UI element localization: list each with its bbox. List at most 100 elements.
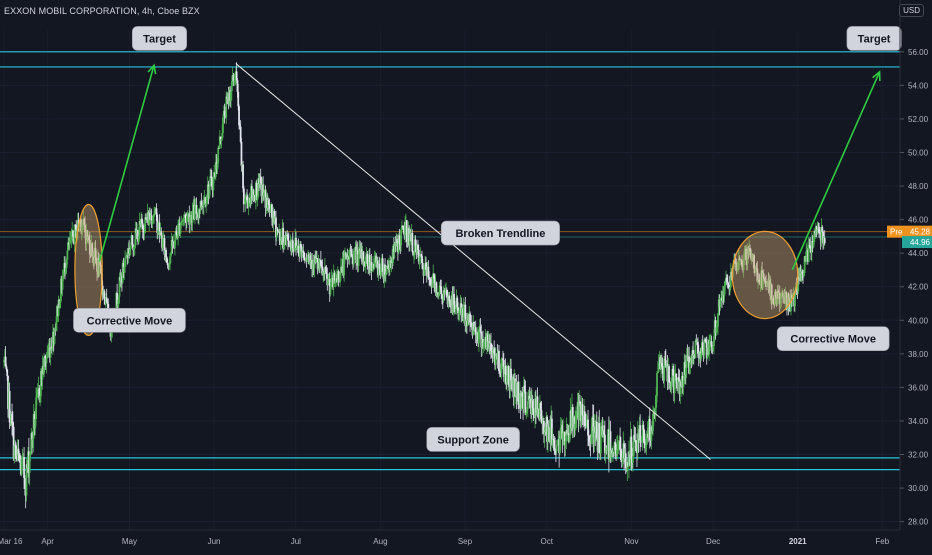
candle-down [809,245,812,248]
candle-up [121,262,124,283]
candle-up [181,221,183,222]
candle-down [282,228,285,248]
candle-up [117,303,119,306]
candle-up [65,259,68,269]
candle-down [735,262,738,271]
target-arrow-line[interactable] [98,65,155,262]
candle-up [35,393,38,398]
candle-down [464,304,467,326]
candle-up [81,224,84,228]
candle-up [129,249,131,254]
candle-up [30,433,33,455]
candle-down [609,431,612,458]
candle-down [287,240,290,247]
candle-up [233,80,236,82]
candle-up [466,314,469,326]
candle-down [166,262,169,266]
candle-up [736,270,739,272]
candle-up [380,267,382,276]
broken-trendline[interactable] [235,63,711,460]
candle-up [716,326,719,328]
candle-up [684,367,687,375]
candle-down [517,381,520,402]
callout-box[interactable] [776,326,890,352]
candle-down [417,245,419,250]
currency-button[interactable]: USD [899,4,924,17]
candle-down [223,110,226,116]
drawings[interactable] [74,63,881,460]
callouts[interactable]: Target Target Corrective Move Corrective Mo… [73,26,902,452]
candle-down [493,348,496,354]
candle-up [506,375,508,383]
candle-up [568,435,571,443]
time-axis[interactable]: Mar 16 Apr May Jun Jul Aug Sep Oct Nov Dec 2021 Feb [0,537,890,546]
time-tick-label: Dec [706,537,720,546]
candle-down [551,418,553,444]
candle-down [287,235,289,241]
candle-down [381,258,384,273]
candle-down [15,445,17,455]
candle-up [202,201,205,208]
candle-down [623,443,626,459]
candle-down [94,247,97,258]
candle-down [349,250,352,252]
candle-down [268,204,271,213]
candle-up [143,232,146,234]
candle-up [790,294,792,312]
candle-down [675,373,678,381]
candle-down [801,271,804,274]
candle-up [632,456,634,463]
candle-up [67,242,70,251]
callout-box[interactable] [131,26,187,51]
candle-down [366,253,369,264]
candle-down [756,268,759,282]
candle-up [641,424,644,437]
candle-down [145,217,147,219]
candle-down [219,136,222,142]
candle-up [68,240,71,245]
candle-up [393,242,396,253]
candle-down [823,238,826,244]
candle-down [614,442,617,450]
candle-up [179,225,182,234]
candle-down [648,418,651,441]
candle-up [214,162,217,177]
target-arrow-line[interactable] [791,71,881,271]
candle-down [755,267,758,269]
candle-down [277,230,280,233]
candle-up [657,363,660,372]
callout-box[interactable] [73,307,186,333]
candle-up [153,213,155,216]
candle-down [457,307,459,314]
corrective-move-ellipse[interactable] [731,230,799,320]
candle-down [84,224,86,233]
candle-down [31,433,33,440]
candle-down [103,290,106,299]
candle-up [125,257,127,259]
candle-down [498,371,501,373]
candle-up [161,238,164,248]
candle-down [95,257,98,261]
candle-down [337,271,340,280]
candle-down [291,240,294,249]
horizontal-levels[interactable] [0,51,900,471]
candle-down [12,426,15,459]
price-axis[interactable]: 28.00 30.00 32.00 34.00 36.00 38.00 40.00 42.00… [900,48,929,527]
candle-up [218,136,221,149]
candle-up [53,329,56,344]
callout-box[interactable] [846,26,902,51]
candle-down [116,293,119,306]
callout-box[interactable] [426,427,520,452]
candle-down [749,251,752,259]
candle-up [371,270,374,272]
candle-up [712,345,715,349]
corrective-move-ellipse[interactable] [74,203,103,336]
candle-down [726,281,729,284]
callout-box[interactable] [440,220,560,246]
candle-up [339,273,342,283]
candle-down [402,225,405,231]
candle-down [319,259,322,266]
candle-down [158,222,161,236]
